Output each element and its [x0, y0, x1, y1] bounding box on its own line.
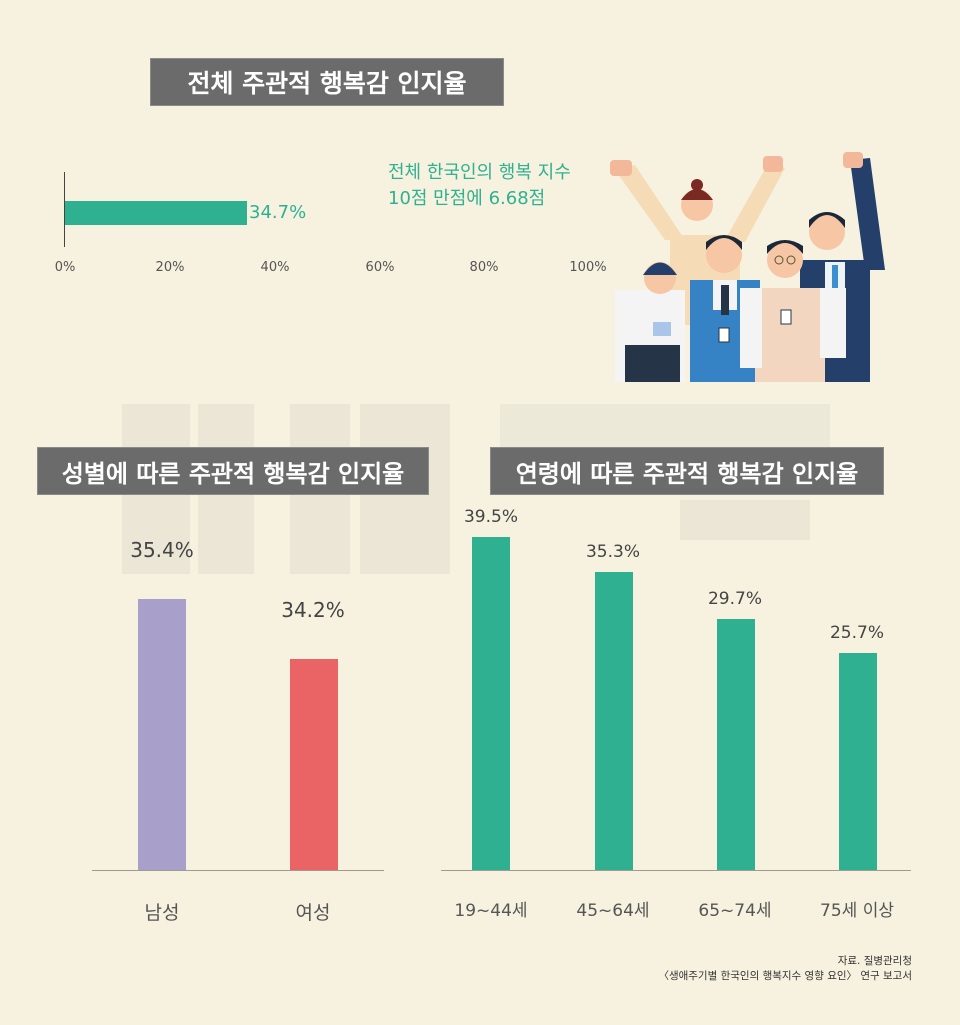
- gender-chart-title: 성별에 따른 주관적 행복감 인지율: [37, 447, 429, 495]
- bar-age-75-plus: [839, 653, 877, 870]
- bar-value-label: 34.2%: [281, 598, 345, 622]
- bar-age-65-74: [717, 619, 755, 870]
- axis-tick: 80%: [469, 260, 499, 275]
- overall-value-label: 34.7%: [249, 202, 307, 223]
- source-line1: 자료. 질병관리청: [837, 955, 912, 967]
- bar-value-label: 25.7%: [829, 623, 885, 643]
- category-label: 75세 이상: [820, 901, 894, 921]
- bar-age-45-64: [595, 572, 633, 870]
- gender-baseline: [92, 870, 384, 871]
- age-chart-title: 연령에 따른 주관적 행복감 인지율: [490, 447, 884, 495]
- axis-tick: 20%: [155, 260, 185, 275]
- category-label: 45~64세: [576, 901, 650, 921]
- axis-tick: 40%: [260, 260, 290, 275]
- bar-female: [290, 659, 338, 870]
- axis-tick: 0%: [54, 260, 76, 275]
- category-label: 남성: [144, 902, 180, 924]
- category-label: 19~44세: [454, 901, 528, 921]
- overall-title: 전체 주관적 행복감 인지율: [150, 58, 504, 106]
- happy-office-workers-illustration: [605, 150, 895, 382]
- note-line2: 10점 만점에 6.68점: [388, 188, 546, 209]
- bar-value-label: 39.5%: [463, 507, 519, 527]
- axis-tick: 100%: [569, 260, 607, 275]
- note-line1: 전체 한국인의 행복 지수: [388, 162, 571, 183]
- source-line2: 〈생애주기별 한국인의 행복지수 영향 요인〉 연구 보고서: [658, 970, 912, 982]
- bar-value-label: 29.7%: [707, 589, 763, 609]
- axis-tick: 60%: [365, 260, 395, 275]
- category-label: 여성: [295, 902, 331, 924]
- bar-age-19-44: [472, 537, 510, 870]
- bar-value-label: 35.3%: [585, 542, 641, 562]
- source-note: 자료. 질병관리청 〈생애주기별 한국인의 행복지수 영향 요인〉 연구 보고서: [658, 954, 912, 984]
- overall-bar: [65, 201, 247, 225]
- bar-male: [138, 599, 186, 870]
- happiness-index-note: 전체 한국인의 행복 지수 10점 만점에 6.68점: [388, 160, 571, 212]
- category-label: 65~74세: [698, 901, 772, 921]
- overall-axis-line: [64, 172, 65, 247]
- bar-value-label: 35.4%: [130, 538, 194, 562]
- age-baseline: [441, 870, 911, 871]
